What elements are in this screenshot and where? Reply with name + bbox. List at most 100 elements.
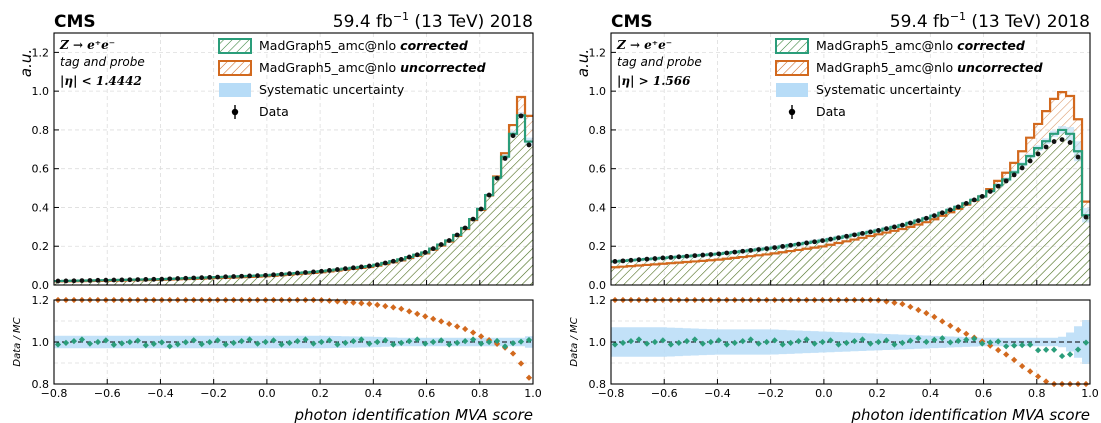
ratio-point-corrected bbox=[1042, 346, 1050, 353]
data-point bbox=[700, 252, 706, 258]
ratio-point-corrected bbox=[899, 339, 906, 346]
xtick-label: 0.2 bbox=[311, 387, 329, 400]
ratio-point-corrected bbox=[358, 336, 365, 343]
data-point bbox=[414, 252, 420, 258]
ytick-label-top: 0.2 bbox=[32, 240, 50, 253]
data-point bbox=[780, 244, 786, 249]
ratio-point-corrected bbox=[485, 338, 493, 346]
data-point bbox=[796, 241, 802, 247]
ratio-point-uncorrected bbox=[947, 322, 954, 329]
ratio-point-uncorrected bbox=[477, 333, 485, 340]
ytick-label-ratio: 1.2 bbox=[589, 294, 607, 307]
xtick-label: 1.0 bbox=[524, 387, 542, 400]
data-point bbox=[732, 249, 738, 255]
ytick-label-top: 0.2 bbox=[589, 240, 607, 253]
xtick-label: 0.8 bbox=[1028, 387, 1046, 400]
ratio-point-uncorrected bbox=[883, 298, 890, 305]
data-point bbox=[446, 238, 452, 243]
data-point bbox=[303, 270, 308, 275]
legend-label: MadGraph5_amc@nlo corrected bbox=[816, 38, 1026, 53]
series-corrected-line bbox=[54, 114, 533, 283]
ratio-point-corrected bbox=[214, 337, 221, 344]
ratio-point-uncorrected bbox=[939, 318, 946, 325]
ratio-point-corrected bbox=[126, 338, 133, 346]
ratio-point-corrected bbox=[1034, 347, 1042, 354]
data-point bbox=[660, 255, 666, 261]
xtick-label: −0.2 bbox=[200, 387, 227, 400]
data-point bbox=[151, 276, 157, 282]
data-point bbox=[279, 271, 284, 277]
data-point bbox=[979, 194, 985, 199]
data-point bbox=[199, 275, 205, 281]
ratio-point-corrected bbox=[619, 339, 627, 346]
ratio-point-uncorrected bbox=[923, 310, 930, 317]
data-point bbox=[79, 278, 85, 284]
data-point bbox=[947, 207, 953, 213]
xtick-label: −0.8 bbox=[598, 387, 625, 400]
xtick-label: −0.8 bbox=[41, 387, 68, 400]
ytick-label-top: 0.8 bbox=[32, 124, 50, 137]
data-point bbox=[183, 275, 189, 281]
data-point bbox=[470, 216, 476, 222]
ratio-point-uncorrected bbox=[1034, 373, 1042, 380]
ytick-label-top: 0.4 bbox=[589, 201, 607, 214]
data-point bbox=[955, 204, 961, 210]
ratio-point-uncorrected bbox=[891, 299, 898, 306]
legend-label: Data bbox=[259, 104, 289, 119]
ratio-point-corrected bbox=[931, 336, 938, 344]
data-point bbox=[239, 273, 245, 279]
ytick-label-top: 1.0 bbox=[32, 85, 50, 98]
ratio-point-uncorrected bbox=[963, 330, 970, 337]
grid-lines bbox=[53, 33, 534, 384]
region-label: |η| > 1.566 bbox=[617, 74, 691, 88]
ratio-point-corrected bbox=[462, 338, 469, 345]
data-point bbox=[478, 206, 484, 212]
ratio-point-corrected bbox=[294, 338, 301, 345]
series-corrected-fill bbox=[611, 129, 1090, 285]
method-label: tag and probe bbox=[60, 55, 145, 69]
series-corrected-line bbox=[611, 128, 1090, 263]
ratio-point-corrected bbox=[262, 338, 269, 346]
series-corrected-fill bbox=[54, 115, 533, 285]
ratio-point-uncorrected bbox=[398, 305, 405, 312]
ratio-point-uncorrected bbox=[326, 297, 333, 304]
legend-swatch-corrected bbox=[775, 38, 809, 54]
data-point bbox=[319, 268, 324, 274]
ytick-label-ratio: 1.2 bbox=[32, 294, 50, 307]
ratio-point-uncorrected bbox=[350, 299, 357, 306]
ratio-point-corrected bbox=[501, 343, 509, 350]
ratio-point-uncorrected bbox=[366, 300, 373, 307]
legend-marker-data bbox=[231, 108, 239, 116]
data-point bbox=[406, 254, 412, 260]
ratio-point-uncorrected bbox=[430, 315, 437, 323]
legend-swatch-uncorrected bbox=[775, 60, 809, 76]
ratio-point-corrected bbox=[723, 341, 730, 348]
data-point bbox=[263, 272, 268, 278]
ratio-point-uncorrected bbox=[454, 323, 461, 330]
xtick-label: 0.6 bbox=[975, 387, 993, 400]
data-point bbox=[295, 270, 300, 276]
data-point bbox=[684, 253, 690, 259]
data-point bbox=[923, 215, 929, 221]
ytick-label-top: 0.6 bbox=[589, 163, 607, 176]
data-point bbox=[167, 276, 173, 282]
data-point bbox=[526, 142, 532, 148]
x-axis-label: photon identification MVA score bbox=[294, 406, 534, 423]
ytick-label-top: 1.2 bbox=[32, 46, 50, 59]
data-point bbox=[1011, 172, 1017, 178]
ratio-point-corrected bbox=[430, 338, 437, 346]
ratio-point-corrected bbox=[310, 340, 317, 347]
panel-right: 0.0 0.2 0.4 0.6 0.8 1.0 1.2 0.8 1.0 1.2 −0.8 −0.6 −0… bbox=[569, 10, 1099, 423]
xtick-label: −0.6 bbox=[94, 387, 121, 400]
data-point bbox=[486, 192, 492, 198]
ratio-point-corrected bbox=[699, 340, 706, 347]
ratio-point-uncorrected bbox=[358, 300, 365, 307]
data-point bbox=[963, 200, 969, 206]
ratio-point-corrected bbox=[755, 340, 762, 347]
data-point bbox=[510, 133, 516, 139]
ratio-point-corrected bbox=[334, 341, 341, 348]
ratio-point-corrected bbox=[731, 339, 738, 346]
ratio-point-corrected bbox=[286, 339, 293, 346]
legend-label: Systematic uncertainty bbox=[259, 82, 405, 97]
data-point bbox=[350, 265, 356, 271]
